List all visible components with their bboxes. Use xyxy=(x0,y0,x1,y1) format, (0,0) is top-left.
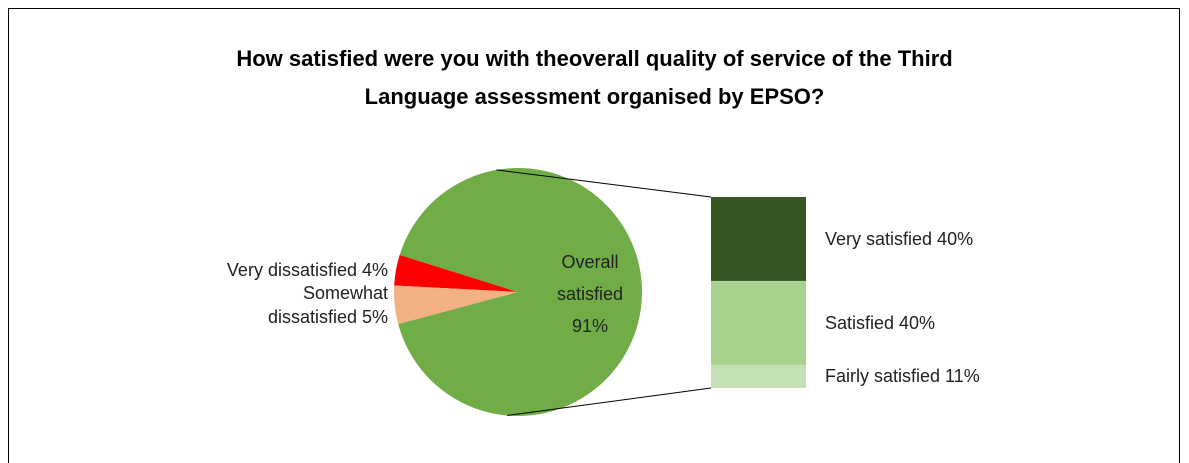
data-label: Very dissatisfied 4% xyxy=(226,260,388,280)
data-label: Fairly satisfied 11% xyxy=(825,366,980,387)
bar-segment xyxy=(711,280,806,365)
bar-segment xyxy=(711,364,806,388)
connector-line xyxy=(507,387,712,417)
connector-line xyxy=(496,169,712,198)
data-label: Overall satisfied 91% xyxy=(556,252,624,336)
chart-title: How satisfied were you with theoverall q… xyxy=(236,46,953,109)
data-label: Satisfied 40% xyxy=(825,312,936,333)
bar-segment xyxy=(711,197,806,281)
data-label: Very satisfied 40% xyxy=(825,228,974,249)
data-label: Somewhat dissatisfied 5% xyxy=(267,283,388,327)
pie-slice xyxy=(394,254,518,292)
pie-slice xyxy=(394,285,518,325)
chart-frame xyxy=(8,8,1180,463)
pie-slice xyxy=(398,168,642,416)
